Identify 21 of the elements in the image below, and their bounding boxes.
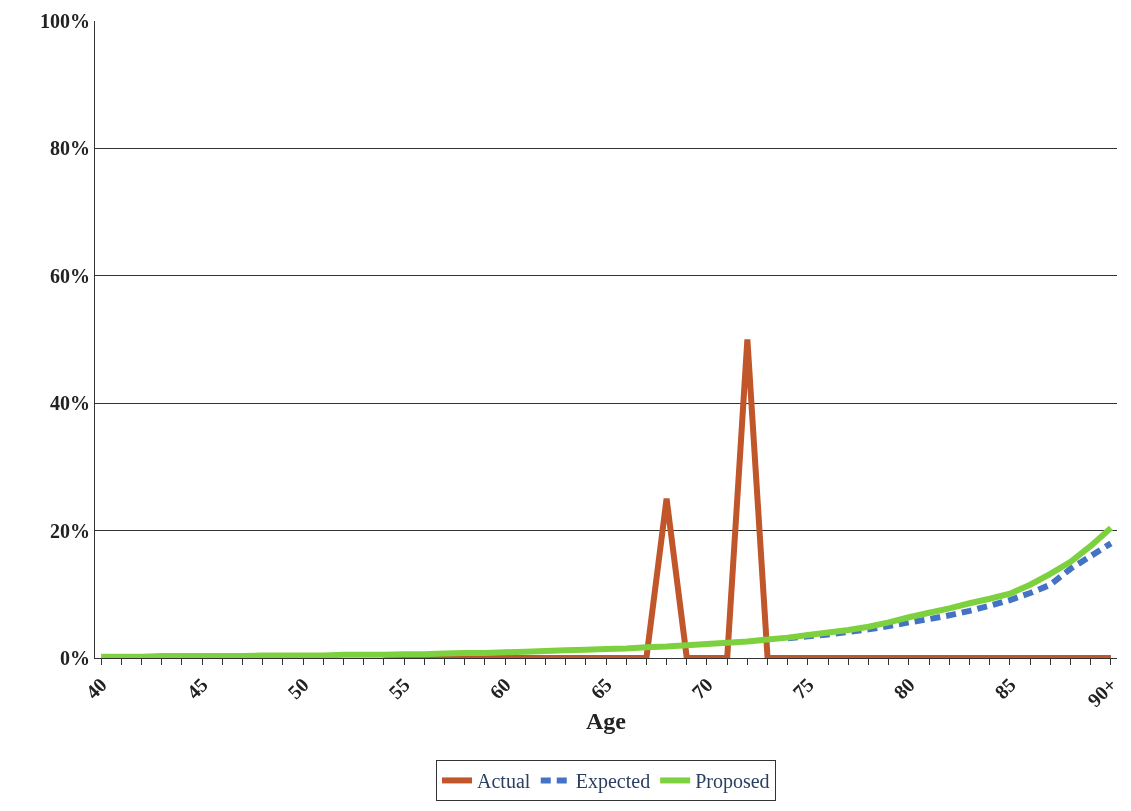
legend-label: Expected [575, 770, 651, 794]
x-tick-label: 85 [990, 673, 1020, 704]
legend-label: Actual [477, 770, 531, 793]
x-tick-label: 70 [687, 673, 717, 704]
y-tick-label: 80% [50, 137, 90, 160]
x-tick-label: 50 [283, 673, 313, 704]
y-tick-label: 60% [50, 264, 90, 287]
x-tick-label: 45 [182, 673, 212, 704]
y-tick-label: 40% [50, 392, 90, 415]
x-tick-label: 90+ [1083, 673, 1121, 712]
legend-label: Proposed [695, 770, 770, 794]
x-tick-label: 65 [586, 673, 616, 704]
x-tick-label: 55 [384, 673, 414, 704]
x-tick-label: 40 [81, 673, 111, 704]
y-tick-label: 20% [50, 519, 90, 542]
x-tick-label: 75 [788, 673, 818, 704]
x-tick-label: 80 [889, 673, 919, 704]
x-tick-label: 60 [485, 673, 515, 704]
y-tick-label: 100% [40, 10, 90, 32]
y-tick-label: 0% [60, 647, 90, 669]
x-axis-title: Age [586, 708, 627, 735]
